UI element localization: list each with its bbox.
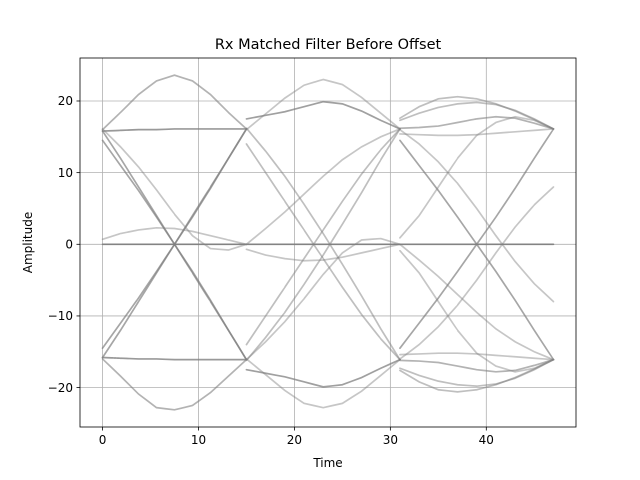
x-tick-label: 0 bbox=[99, 433, 107, 447]
x-tick-label: 40 bbox=[479, 433, 494, 447]
eye-trace bbox=[399, 352, 555, 361]
eye-trace bbox=[245, 358, 401, 388]
eye-trace bbox=[399, 115, 555, 239]
eye-trace bbox=[399, 358, 555, 388]
y-tick-label: 20 bbox=[58, 94, 73, 108]
eye-trace bbox=[101, 128, 248, 251]
y-tick-label: −20 bbox=[48, 381, 73, 395]
eye-trace bbox=[101, 356, 248, 361]
x-gridlines bbox=[102, 58, 487, 427]
eye-trace bbox=[101, 226, 248, 246]
eye-trace bbox=[101, 74, 248, 131]
eye-trace bbox=[245, 127, 401, 361]
eye-trace bbox=[245, 100, 401, 130]
eye-trace bbox=[399, 128, 555, 137]
y-axis-label: Amplitude bbox=[21, 212, 35, 274]
eye-trace bbox=[101, 358, 248, 411]
eye-trace bbox=[399, 243, 555, 361]
eye-trace bbox=[245, 143, 401, 361]
chart-title: Rx Matched Filter Before Offset bbox=[215, 37, 442, 53]
eye-traces bbox=[101, 74, 555, 411]
eye-trace bbox=[245, 128, 401, 246]
plot-frame bbox=[79, 57, 577, 428]
eye-trace bbox=[399, 249, 555, 373]
eye-trace bbox=[245, 128, 401, 362]
y-tick-label: 0 bbox=[65, 237, 73, 251]
eye-trace bbox=[399, 101, 555, 130]
y-axis-ticks: −20 −10 0 10 20 bbox=[48, 94, 80, 395]
eye-trace bbox=[245, 243, 401, 262]
x-axis-ticks: 0 10 20 30 40 bbox=[99, 427, 494, 447]
eye-trace bbox=[399, 186, 555, 360]
x-tick-label: 10 bbox=[191, 433, 206, 447]
x-tick-label: 30 bbox=[383, 433, 398, 447]
eye-trace bbox=[399, 128, 555, 303]
y-tick-label: 10 bbox=[58, 166, 73, 180]
eye-trace bbox=[245, 128, 401, 346]
eye-trace bbox=[399, 358, 555, 373]
eye-trace bbox=[245, 237, 401, 361]
y-tick-label: −10 bbox=[48, 309, 73, 323]
eye-trace bbox=[399, 115, 555, 130]
eye-trace bbox=[245, 358, 401, 409]
x-tick-label: 20 bbox=[287, 433, 302, 447]
eye-trace bbox=[101, 128, 248, 132]
eye-trace bbox=[245, 78, 401, 131]
x-axis-label: Time bbox=[312, 456, 342, 470]
